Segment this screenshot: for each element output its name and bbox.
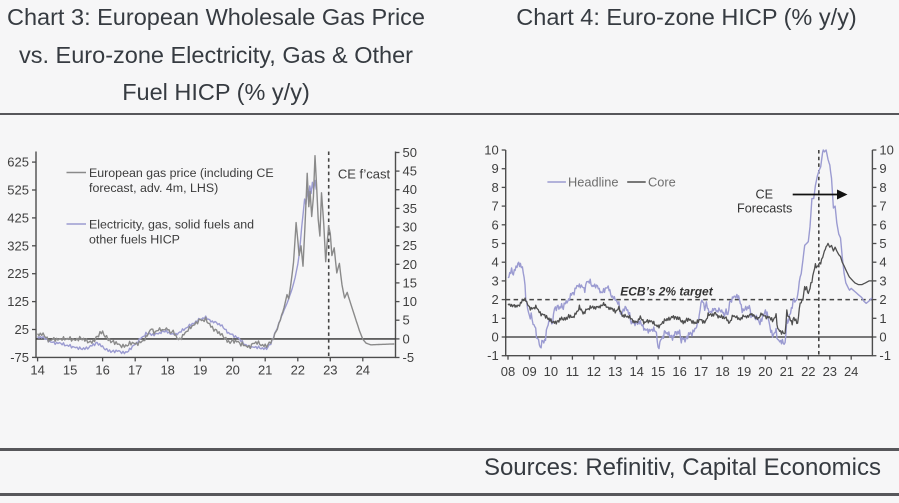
svg-text:3: 3 <box>879 273 886 288</box>
svg-text:2: 2 <box>879 292 886 307</box>
svg-text:12: 12 <box>587 364 601 379</box>
svg-text:10: 10 <box>403 294 417 309</box>
svg-text:0: 0 <box>491 330 498 345</box>
svg-text:24: 24 <box>356 363 370 378</box>
svg-text:17: 17 <box>128 363 142 378</box>
svg-text:8: 8 <box>491 180 498 195</box>
svg-text:16: 16 <box>95 363 109 378</box>
svg-text:30: 30 <box>403 220 417 235</box>
svg-text:11: 11 <box>566 364 580 379</box>
svg-text:21: 21 <box>780 364 794 379</box>
svg-text:18: 18 <box>715 364 729 379</box>
svg-text:2: 2 <box>491 292 498 307</box>
svg-text:5: 5 <box>491 236 498 251</box>
svg-text:9: 9 <box>491 161 498 176</box>
svg-text:20: 20 <box>758 364 772 379</box>
svg-text:European gas price (including: European gas price (including CE <box>89 166 274 180</box>
svg-text:21: 21 <box>258 363 272 378</box>
svg-text:10: 10 <box>484 143 498 158</box>
svg-text:22: 22 <box>801 364 815 379</box>
svg-text:35: 35 <box>403 201 417 216</box>
svg-text:6: 6 <box>491 217 498 232</box>
svg-text:CE: CE <box>756 188 774 202</box>
svg-text:0: 0 <box>879 330 886 345</box>
svg-text:CE f’cast: CE f’cast <box>338 167 391 182</box>
svg-text:15: 15 <box>651 364 665 379</box>
svg-text:25: 25 <box>15 322 29 337</box>
svg-text:10: 10 <box>879 143 893 158</box>
svg-text:24: 24 <box>844 364 858 379</box>
svg-text:7: 7 <box>491 199 498 214</box>
svg-text:19: 19 <box>737 364 751 379</box>
svg-text:525: 525 <box>7 183 29 198</box>
svg-text:23: 23 <box>323 363 337 378</box>
svg-text:325: 325 <box>7 238 29 253</box>
svg-text:5: 5 <box>403 313 410 328</box>
svg-text:6: 6 <box>879 217 886 232</box>
svg-text:20: 20 <box>403 257 417 272</box>
svg-text:-75: -75 <box>10 350 29 365</box>
svg-text:1: 1 <box>491 311 498 326</box>
svg-text:19: 19 <box>193 363 207 378</box>
svg-text:-1: -1 <box>487 348 499 363</box>
svg-text:17: 17 <box>694 364 708 379</box>
svg-text:4: 4 <box>879 255 886 270</box>
svg-text:Forecasts: Forecasts <box>737 202 792 216</box>
svg-text:9: 9 <box>879 161 886 176</box>
svg-text:0: 0 <box>403 331 410 346</box>
svg-text:Headline: Headline <box>568 175 619 190</box>
svg-text:8: 8 <box>879 180 886 195</box>
svg-text:15: 15 <box>403 275 417 290</box>
svg-text:22: 22 <box>291 363 305 378</box>
svg-text:425: 425 <box>7 210 29 225</box>
svg-text:14: 14 <box>629 364 643 379</box>
svg-text:-1: -1 <box>879 348 891 363</box>
svg-text:625: 625 <box>7 155 29 170</box>
svg-text:225: 225 <box>7 266 29 281</box>
svg-text:23: 23 <box>823 364 837 379</box>
svg-text:7: 7 <box>879 199 886 214</box>
svg-text:-5: -5 <box>403 350 415 365</box>
svg-text:forecast, adv. 4m, LHS): forecast, adv. 4m, LHS) <box>89 181 218 195</box>
svg-text:1: 1 <box>879 311 886 326</box>
svg-text:08: 08 <box>501 364 515 379</box>
svg-text:15: 15 <box>63 363 77 378</box>
svg-text:20: 20 <box>225 363 239 378</box>
svg-text:Core: Core <box>648 175 676 190</box>
svg-text:14: 14 <box>30 363 44 378</box>
svg-text:25: 25 <box>403 238 417 253</box>
svg-text:3: 3 <box>491 273 498 288</box>
svg-text:18: 18 <box>160 363 174 378</box>
svg-text:45: 45 <box>403 164 417 179</box>
svg-text:Electricity, gas, solid fuels: Electricity, gas, solid fuels and <box>89 218 254 232</box>
svg-text:50: 50 <box>403 145 417 160</box>
svg-text:16: 16 <box>672 364 686 379</box>
svg-text:ECB’s 2% target: ECB’s 2% target <box>620 285 713 299</box>
svg-text:4: 4 <box>491 255 498 270</box>
svg-text:10: 10 <box>544 364 558 379</box>
svg-text:other fuels HICP: other fuels HICP <box>89 233 180 247</box>
svg-text:40: 40 <box>403 182 417 197</box>
svg-text:125: 125 <box>7 294 29 309</box>
svg-text:13: 13 <box>608 364 622 379</box>
svg-text:5: 5 <box>879 236 886 251</box>
svg-text:09: 09 <box>522 364 536 379</box>
